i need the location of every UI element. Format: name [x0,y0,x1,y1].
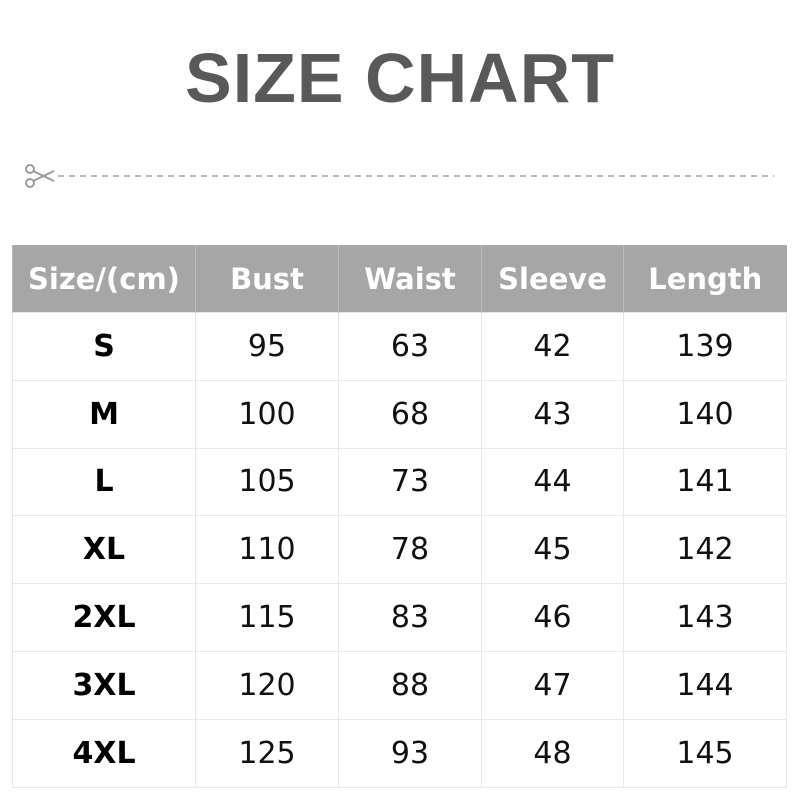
column-header: Waist [338,245,482,313]
measurement-cell: 145 [623,718,787,788]
measurement-cell: 142 [623,515,787,585]
measurement-cell: 125 [195,718,339,788]
cut-line [24,163,774,189]
measurement-cell: 140 [623,379,787,449]
measurement-cell: 68 [338,379,482,449]
size-cell: 2XL [12,583,196,652]
measurement-cell: 63 [338,312,482,381]
measurement-cell: 73 [338,447,482,517]
table-row: 2XL 115 83 46 143 [12,583,787,652]
measurement-cell: 143 [623,583,787,652]
table-row: L 105 73 44 141 [12,447,787,517]
measurement-cell: 115 [195,583,339,652]
measurement-cell: 83 [338,583,482,652]
column-header: Size/(cm) [12,245,196,313]
column-header: Sleeve [481,245,624,313]
measurement-cell: 93 [338,718,482,788]
measurement-cell: 100 [195,379,339,449]
table-row: M 100 68 43 140 [12,379,787,449]
measurement-cell: 139 [623,312,787,381]
size-cell: 4XL [12,718,196,788]
measurement-cell: 42 [481,312,624,381]
size-cell: 3XL [12,650,196,720]
measurement-cell: 144 [623,650,787,720]
column-header: Length [623,245,787,313]
size-cell: M [12,379,196,449]
measurement-cell: 88 [338,650,482,720]
measurement-cell: 48 [481,718,624,788]
measurement-cell: 47 [481,650,624,720]
size-table: Size/(cm) Bust Waist Sleeve Length S 95 63 42 13… [12,245,787,788]
measurement-cell: 45 [481,515,624,585]
measurement-cell: 110 [195,515,339,585]
measurement-cell: 43 [481,379,624,449]
size-cell: S [12,312,196,381]
measurement-cell: 120 [195,650,339,720]
table-row: S 95 63 42 139 [12,312,787,381]
table-row: XL 110 78 45 142 [12,515,787,585]
scissors-icon [25,164,55,188]
size-cell: L [12,447,196,517]
measurement-cell: 141 [623,447,787,517]
header-row: Size/(cm) Bust Waist Sleeve Length [12,245,787,313]
measurement-cell: 78 [338,515,482,585]
page-title: SIZE CHART [185,39,615,117]
measurement-cell: 105 [195,447,339,517]
measurement-cell: 95 [195,312,339,381]
measurement-cell: 46 [481,583,624,652]
measurement-cell: 44 [481,447,624,517]
column-header: Bust [195,245,339,313]
size-cell: XL [12,515,196,585]
table-row: 4XL 125 93 48 145 [12,718,787,788]
table-row: 3XL 120 88 47 144 [12,650,787,720]
